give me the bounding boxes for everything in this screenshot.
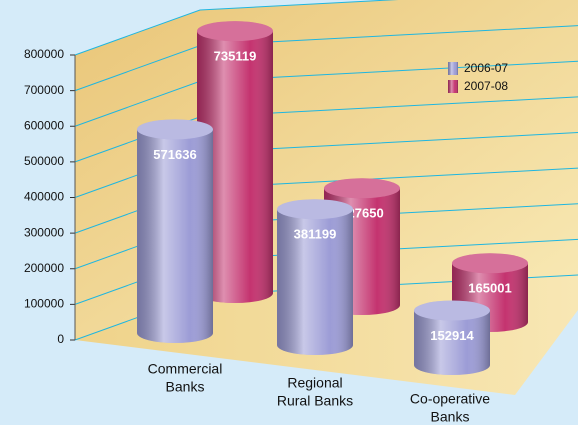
y-tick-label: 600000 — [24, 118, 64, 132]
y-tick-label: 800000 — [24, 47, 64, 61]
x-tick-label: Regional — [287, 375, 342, 391]
y-tick-label: 100000 — [24, 297, 64, 311]
bar-top-highlight — [137, 119, 213, 140]
value-label: 381199 — [294, 227, 337, 242]
x-tick-label: Co-operative — [410, 391, 490, 407]
value-label: 165001 — [468, 281, 511, 296]
x-tick-label: Banks — [431, 409, 470, 425]
value-label: 735119 — [214, 49, 257, 64]
legend-swatch-shade — [448, 62, 458, 75]
value-label: 571636 — [153, 147, 196, 162]
y-tick-label: 500000 — [24, 154, 64, 168]
y-tick-label: 300000 — [24, 225, 64, 239]
x-tick-label: Banks — [166, 379, 205, 395]
x-tick-label: Rural Banks — [277, 393, 353, 409]
legend-swatch-shade — [448, 80, 458, 93]
x-tick-label: Commercial — [148, 361, 223, 377]
y-tick-label: 400000 — [24, 190, 64, 204]
bar-top-highlight — [277, 199, 353, 220]
y-tick-label: 0 — [57, 332, 64, 346]
bar-top — [197, 21, 273, 42]
legend-label: 2007-08 — [464, 79, 508, 93]
y-tick-label: 200000 — [24, 261, 64, 275]
bar-top — [324, 178, 400, 199]
bar-shade — [197, 31, 273, 303]
grid-line — [74, 0, 399, 56]
bar-shade — [414, 310, 490, 375]
bar-top — [277, 199, 353, 220]
legend-label: 2006-07 — [464, 61, 508, 75]
bar-top-highlight — [324, 178, 400, 199]
bar-top — [414, 300, 490, 321]
bar-top-highlight — [414, 300, 490, 321]
value-label: 152914 — [430, 328, 474, 343]
bar-top — [452, 253, 528, 274]
y-tick-label: 700000 — [24, 83, 64, 97]
bar-top-highlight — [197, 21, 273, 42]
bar-shade — [137, 129, 213, 343]
bar-top — [137, 119, 213, 140]
bar-shade — [277, 209, 353, 355]
bar-top-highlight — [452, 253, 528, 274]
